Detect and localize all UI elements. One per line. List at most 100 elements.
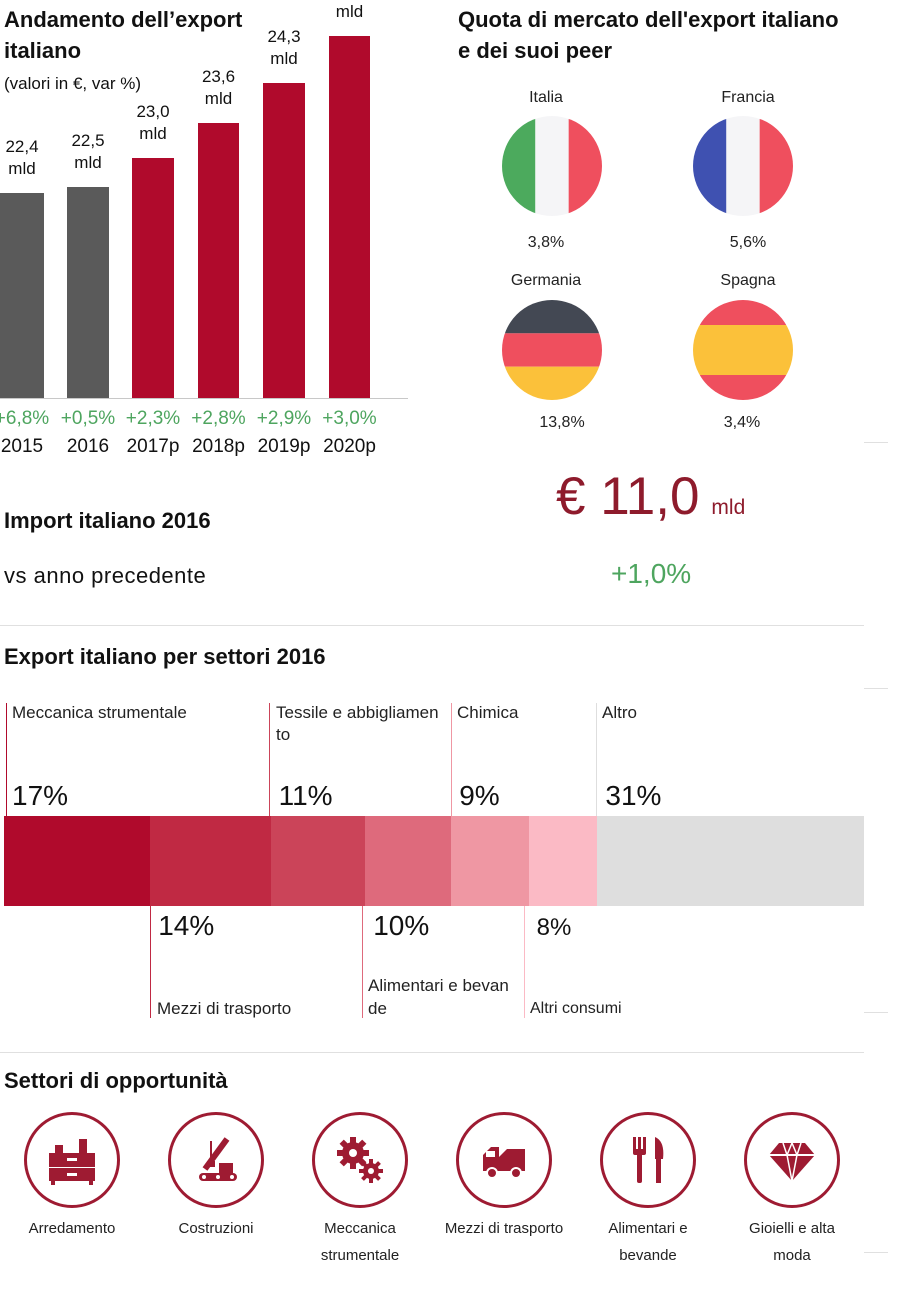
export-bar-chart: 22,4 mld +6,8% 2015 22,5 mld +0,5% 2016 23,0 mld +… bbox=[0, 0, 420, 470]
export-year-2018p: 2018p bbox=[192, 436, 245, 457]
export-bar-unit-2017p: mld bbox=[139, 124, 167, 144]
export-year-2015: 2015 bbox=[0, 436, 44, 457]
export-bar-unit-2020p: mld bbox=[335, 2, 364, 22]
import-change: +1,0% bbox=[611, 558, 692, 589]
sector-pct-4: 10% bbox=[373, 910, 430, 941]
opportunity-gioielli bbox=[744, 1112, 840, 1208]
sector-label-alimentari-line1: Alimentari e bevan bbox=[368, 976, 509, 995]
leader-line-alimentari bbox=[362, 906, 363, 1018]
export-bar-unit-2016: mld bbox=[74, 153, 102, 173]
sector-label-meccanica: Meccanica strumentale bbox=[12, 703, 187, 722]
leader-line-tessile bbox=[269, 703, 270, 816]
sector-segment-1 bbox=[4, 816, 151, 906]
export-bar-2017p bbox=[132, 158, 174, 398]
sector-segment-3 bbox=[270, 816, 366, 906]
export-bar-2015 bbox=[0, 193, 44, 398]
opportunity-label-gioielli-line2: moda bbox=[773, 1247, 811, 1264]
export-growth-2020p: +3,0% bbox=[322, 408, 377, 429]
sector-pct-2: 14% bbox=[158, 910, 215, 941]
sector-pct-1: 17% bbox=[12, 780, 69, 811]
import-value: € 11,0 bbox=[556, 467, 700, 526]
export-bar-unit-2015: mld bbox=[8, 159, 36, 178]
divider-tick bbox=[864, 442, 888, 443]
opportunity-arredamento bbox=[24, 1112, 120, 1208]
import-value-block: € 11,0 mld bbox=[556, 466, 745, 527]
truck-icon bbox=[483, 1147, 525, 1179]
opportunity-label-gioielli-line1: Gioielli e alta bbox=[749, 1220, 835, 1237]
opportunity-label-meccanica-line2: strumentale bbox=[320, 1247, 400, 1264]
country-share-francia: 5,6% bbox=[729, 234, 767, 251]
opportunity-meccanica bbox=[312, 1112, 408, 1208]
import-comparison-label: vs anno precedente bbox=[4, 563, 207, 588]
export-bar-value-2017p: 23,0 bbox=[136, 102, 170, 122]
opportunity-label-alimentari-line2: bevande bbox=[619, 1247, 677, 1264]
sector-label-chimica: Chimica bbox=[457, 703, 519, 722]
crane-icon bbox=[199, 1137, 237, 1181]
sector-label-alimentari-line2: de bbox=[368, 999, 387, 1018]
export-bar-value-2015: 22,4 bbox=[5, 137, 39, 156]
export-year-2019p: 2019p bbox=[257, 436, 311, 457]
opportunity-alimentari bbox=[600, 1112, 696, 1208]
divider-tick bbox=[864, 1012, 888, 1013]
leader-line-chimica bbox=[451, 703, 452, 816]
divider-tick bbox=[864, 688, 888, 689]
country-share-italia: 3,8% bbox=[527, 234, 565, 251]
export-bar-unit-2018p: mld bbox=[204, 89, 233, 109]
sector-pct-6: 8% bbox=[536, 914, 572, 941]
opportunity-label-alimentari-line1: Alimentari e bbox=[608, 1220, 688, 1237]
opportunity-costruzioni bbox=[168, 1112, 264, 1208]
divider-tick bbox=[864, 1252, 888, 1253]
export-bar-value-2018p: 23,6 bbox=[201, 67, 236, 87]
sector-label-mezzi: Mezzi di trasporto bbox=[157, 999, 292, 1018]
sector-pct-7: 31% bbox=[605, 780, 662, 811]
export-growth-2019p: +2,9% bbox=[256, 408, 312, 429]
sector-label-altri-consumi: Altri consumi bbox=[530, 1000, 622, 1017]
sector-pct-5: 9% bbox=[459, 780, 500, 811]
export-year-2017p: 2017p bbox=[126, 436, 180, 457]
sector-segment-5 bbox=[451, 816, 529, 906]
diamond-icon bbox=[769, 1142, 815, 1182]
export-bar-unit-2019p: mld bbox=[270, 48, 298, 68]
export-year-2020p: 2020p bbox=[323, 436, 376, 457]
germany-flag-icon bbox=[502, 300, 602, 400]
opportunities-title: Settori di opportunità bbox=[4, 1068, 228, 1093]
opportunity-label-mezzi: Mezzi di trasporto bbox=[444, 1220, 564, 1237]
export-bar-value-2016: 22,5 bbox=[71, 131, 105, 151]
opportunity-label-costruzioni: Costruzioni bbox=[178, 1220, 254, 1237]
country-share-germania: 13,8% bbox=[539, 414, 585, 431]
import-unit: mld bbox=[711, 496, 746, 519]
sector-pct-3: 11% bbox=[278, 780, 333, 811]
sector-label-tessile-line2: to bbox=[276, 725, 291, 744]
sector-segment-4 bbox=[365, 816, 452, 906]
export-bar-2020p bbox=[329, 36, 370, 398]
section-divider bbox=[0, 625, 864, 626]
opportunity-mezzi bbox=[456, 1112, 552, 1208]
export-subtitle: (valori in €, var %) bbox=[4, 74, 141, 93]
spain-flag-icon bbox=[693, 300, 793, 400]
export-growth-2018p: +2,8% bbox=[191, 408, 246, 429]
country-name-italia: Italia bbox=[529, 89, 563, 106]
gears-icon bbox=[337, 1137, 383, 1183]
sector-segment-2 bbox=[150, 816, 271, 906]
import-title: Import italiano 2016 bbox=[4, 508, 211, 533]
country-name-germania: Germania bbox=[510, 272, 582, 289]
leader-line-meccanica bbox=[6, 703, 7, 816]
sector-segment-6 bbox=[528, 816, 598, 906]
country-name-spagna: Spagna bbox=[720, 272, 776, 289]
export-year-2016: 2016 bbox=[66, 436, 110, 457]
export-title-line1: Andamento dell’export bbox=[4, 7, 243, 32]
italy-flag-icon bbox=[502, 116, 602, 216]
section-divider bbox=[0, 1052, 864, 1053]
export-bar-2016 bbox=[67, 187, 109, 398]
export-growth-2017p: +2,3% bbox=[125, 408, 181, 429]
export-growth-2016: +0,5% bbox=[60, 408, 116, 429]
france-flag-icon bbox=[693, 116, 793, 216]
sector-label-altro: Altro bbox=[602, 703, 637, 722]
market-share-title-line1: Quota di mercato dell'export italiano bbox=[458, 7, 839, 32]
leader-line-altri-consumi bbox=[524, 906, 525, 1018]
opportunity-label-arredamento: Arredamento bbox=[28, 1220, 116, 1237]
leader-line-mezzi bbox=[150, 906, 151, 1018]
export-bar-2019p bbox=[263, 82, 305, 398]
export-growth-2015: +6,8% bbox=[0, 408, 50, 429]
cutlery-icon bbox=[633, 1137, 664, 1183]
